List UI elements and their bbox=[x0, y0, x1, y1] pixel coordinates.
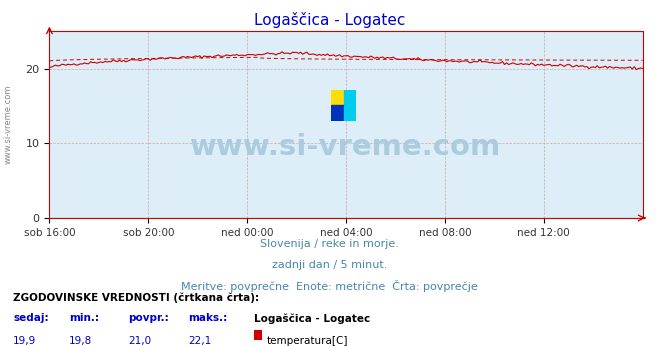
Text: maks.:: maks.: bbox=[188, 313, 227, 323]
Text: www.si-vreme.com: www.si-vreme.com bbox=[3, 85, 13, 164]
Bar bbox=[331, 90, 344, 105]
Text: Slovenija / reke in morje.: Slovenija / reke in morje. bbox=[260, 239, 399, 249]
Bar bbox=[344, 105, 356, 121]
Text: www.si-vreme.com: www.si-vreme.com bbox=[190, 133, 501, 161]
Text: temperatura[C]: temperatura[C] bbox=[267, 336, 349, 346]
Bar bbox=[344, 90, 356, 105]
Text: min.:: min.: bbox=[69, 313, 100, 323]
Text: 19,8: 19,8 bbox=[69, 336, 92, 346]
Text: zadnji dan / 5 minut.: zadnji dan / 5 minut. bbox=[272, 260, 387, 270]
Text: Logaščica - Logatec: Logaščica - Logatec bbox=[254, 12, 405, 28]
Text: Logaščica - Logatec: Logaščica - Logatec bbox=[254, 313, 370, 324]
Text: ZGODOVINSKE VREDNOSTI (črtkana črta):: ZGODOVINSKE VREDNOSTI (črtkana črta): bbox=[13, 292, 259, 303]
Text: Meritve: povprečne  Enote: metrične  Črta: povprečje: Meritve: povprečne Enote: metrične Črta:… bbox=[181, 280, 478, 292]
Text: 19,9: 19,9 bbox=[13, 336, 36, 346]
Text: sedaj:: sedaj: bbox=[13, 313, 49, 323]
Text: 22,1: 22,1 bbox=[188, 336, 211, 346]
Text: povpr.:: povpr.: bbox=[129, 313, 169, 323]
Text: 21,0: 21,0 bbox=[129, 336, 152, 346]
Bar bbox=[331, 105, 344, 121]
